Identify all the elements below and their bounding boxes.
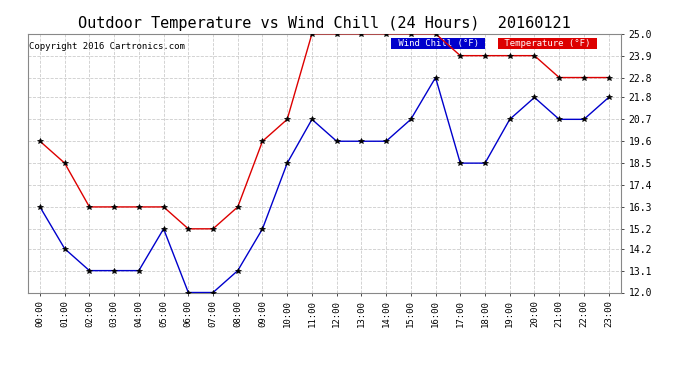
Text: Wind Chill (°F): Wind Chill (°F)	[393, 39, 484, 48]
Title: Outdoor Temperature vs Wind Chill (24 Hours)  20160121: Outdoor Temperature vs Wind Chill (24 Ho…	[78, 16, 571, 31]
Text: Copyright 2016 Cartronics.com: Copyright 2016 Cartronics.com	[29, 42, 185, 51]
Text: Temperature (°F): Temperature (°F)	[500, 39, 596, 48]
